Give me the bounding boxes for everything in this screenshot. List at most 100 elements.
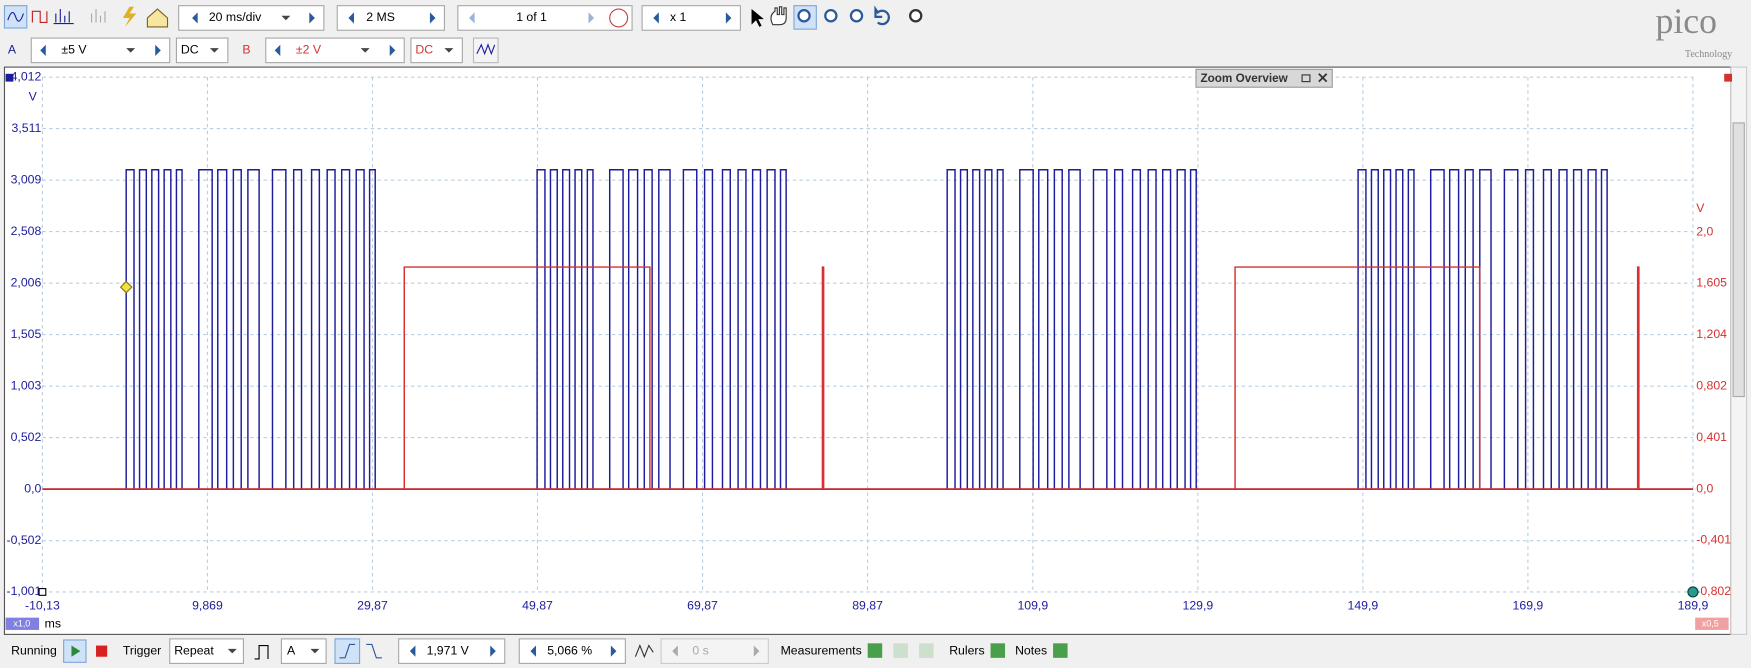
x-tick-label: 149,9: [1348, 599, 1379, 613]
dropdown-arrow: [444, 48, 454, 53]
x-tick-label: 29,87: [357, 599, 388, 613]
pulse: [198, 169, 213, 490]
pulse: [643, 169, 653, 490]
pulse: [1019, 169, 1034, 490]
pulse: [984, 169, 993, 490]
pulse: [310, 169, 321, 490]
pulse: [1370, 169, 1379, 490]
restore-button[interactable]: [1301, 74, 1311, 83]
persistence-icon[interactable]: [31, 10, 48, 23]
ruler-handle[interactable]: [1687, 586, 1699, 598]
y2-axis-unit: V: [1696, 201, 1705, 215]
mso-icon[interactable]: [91, 9, 106, 23]
zoom-overview-header[interactable]: [1195, 68, 1333, 88]
channel-b-coupling[interactable]: [410, 37, 463, 64]
page-control[interactable]: [457, 5, 633, 31]
advanced-trigger[interactable]: [254, 645, 269, 660]
toolbar-main: 20 ms/div 2 MS 1 of 1 x 1 pico Technolog…: [3, 1, 1732, 60]
timebase-control[interactable]: [178, 5, 325, 31]
falling-edge-button[interactable]: [366, 643, 382, 659]
scrollbar-thumb[interactable]: [1732, 122, 1745, 398]
x-zoom-badge: [5, 617, 40, 630]
trigger-channel[interactable]: [280, 638, 327, 664]
zoom-icon: [797, 9, 811, 23]
x-tick-label: 49,87: [522, 599, 553, 613]
delay-text: 0 s: [692, 643, 708, 657]
zoom-in-tool[interactable]: [824, 9, 838, 23]
channel-b-coupling-text: DC: [415, 43, 433, 57]
buffer-navigator[interactable]: [609, 8, 629, 28]
pulse: [1357, 169, 1367, 490]
pulse: [1383, 169, 1392, 490]
y2-tick-label: 0,802: [1696, 378, 1727, 392]
channel-a-coupling[interactable]: [175, 37, 229, 64]
pre-trigger-text: 5,066 %: [547, 643, 592, 657]
x-tick-label: 169,9: [1513, 599, 1544, 613]
pulse: [151, 169, 160, 490]
trigger-delay-icon[interactable]: [634, 644, 654, 659]
add-measurement[interactable]: [867, 643, 883, 658]
pre-trigger[interactable]: [518, 638, 626, 664]
y2-tick-label: -0,401: [1696, 533, 1731, 547]
y-tick-label: 2,006: [11, 275, 42, 289]
undo-zoom[interactable]: [874, 5, 890, 26]
pulse: [1176, 169, 1186, 490]
y2-tick-label: 1,605: [1696, 275, 1727, 289]
pointer-tool[interactable]: [751, 9, 764, 27]
stop-button[interactable]: [96, 645, 108, 657]
pulse: [608, 169, 624, 490]
pulse: [1092, 169, 1108, 490]
pulse: [1429, 169, 1445, 490]
hand-tool[interactable]: [770, 6, 787, 26]
pulse: [574, 169, 583, 490]
delete-measurement[interactable]: [919, 643, 934, 658]
pulse: [1542, 169, 1552, 490]
pulse: [163, 169, 172, 490]
auto-setup-icon[interactable]: [122, 6, 137, 27]
pulse: [946, 169, 956, 490]
pulse: [627, 169, 639, 490]
pulse: [326, 169, 336, 490]
trigger-level[interactable]: [398, 638, 506, 664]
dropdown-arrow: [360, 48, 370, 53]
x-tick-label: 9,869: [192, 599, 223, 613]
samples-control[interactable]: [336, 5, 446, 31]
zoom-overview-title: Zoom Overview: [1200, 72, 1288, 85]
trigger-channel-text: A: [287, 643, 296, 657]
trigger-level-text: 1,971 V: [427, 643, 470, 657]
y2-tick-label: 0,401: [1696, 430, 1727, 444]
pulse: [247, 169, 260, 490]
pulse: [737, 169, 747, 490]
y2-tick-label: 2,0: [1696, 225, 1713, 239]
y-tick-label: 1,003: [11, 378, 42, 392]
channel-b-range[interactable]: [265, 37, 405, 64]
pulse: [1524, 169, 1535, 490]
trigger-marker[interactable]: [119, 280, 133, 294]
pulse: [125, 169, 135, 490]
pulse: [549, 169, 558, 490]
toolbar-channels: A ±5 V DC B ±2 V DC: [8, 37, 499, 64]
zoom-out-tool[interactable]: [849, 9, 864, 23]
zoom-fit[interactable]: [909, 9, 923, 23]
pulse: [1600, 169, 1608, 490]
pulse: [751, 169, 762, 490]
notes-button[interactable]: [1053, 643, 1068, 658]
channel-b-range-text: ±2 V: [296, 43, 322, 57]
channel-a-range[interactable]: [30, 37, 171, 64]
zoom-overview-panel: Zoom Overview: [1195, 68, 1333, 88]
home-icon[interactable]: [146, 8, 169, 28]
pulse: [972, 169, 981, 490]
close-button[interactable]: [1318, 73, 1328, 83]
channel-a-label: A: [8, 43, 17, 57]
y2-tick-label: 1,204: [1696, 327, 1727, 341]
logo-brand: pico: [1655, 1, 1717, 41]
pulse: [271, 169, 287, 490]
channel-options-icon: [476, 43, 496, 56]
y-tick-label: -0,502: [7, 533, 42, 547]
rulers-button[interactable]: [990, 643, 1006, 658]
y-axis-unit: V: [29, 90, 38, 104]
spectrum-icon[interactable]: [53, 9, 74, 25]
y-tick-label: 3,511: [12, 121, 42, 135]
edit-measurement[interactable]: [893, 643, 908, 658]
